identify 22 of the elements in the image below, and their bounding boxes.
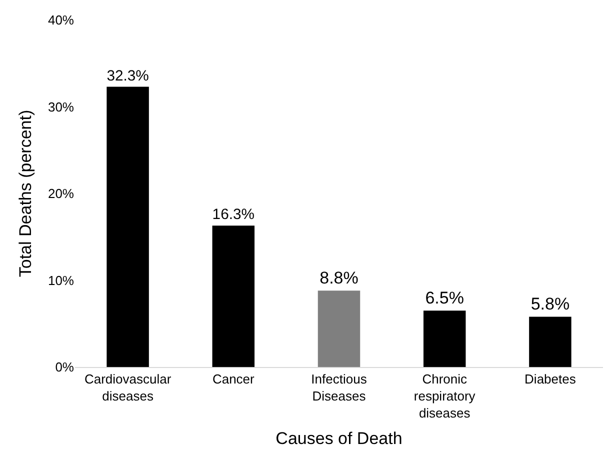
x-tick-label: Chronic respiratory diseases — [414, 372, 476, 420]
bar — [212, 226, 255, 367]
y-axis-title: Total Deaths (percent) — [16, 110, 35, 278]
y-tick-label: 30% — [48, 99, 74, 114]
x-tick-label: Cardiovascular diseases — [84, 372, 172, 404]
data-label: 16.3% — [212, 207, 254, 224]
x-tick-label: Cancer — [212, 372, 256, 387]
data-label: 5.8% — [530, 294, 570, 314]
y-tick-label: 40% — [48, 12, 74, 28]
y-tick-label: 10% — [48, 272, 74, 288]
data-label: 6.5% — [425, 288, 464, 308]
bar — [318, 290, 360, 367]
bar — [106, 86, 149, 367]
bar — [423, 310, 466, 367]
x-axis-title: Causes of Death — [276, 428, 402, 448]
x-tick-label: Infectious Diseases — [311, 372, 368, 404]
y-tick-label: 0% — [55, 360, 74, 375]
bar — [529, 316, 572, 367]
x-tick-label: Diabetes — [524, 372, 576, 387]
data-label: 8.8% — [320, 268, 358, 288]
y-tick-label: 20% — [48, 186, 74, 202]
data-label: 32.3% — [106, 68, 149, 84]
